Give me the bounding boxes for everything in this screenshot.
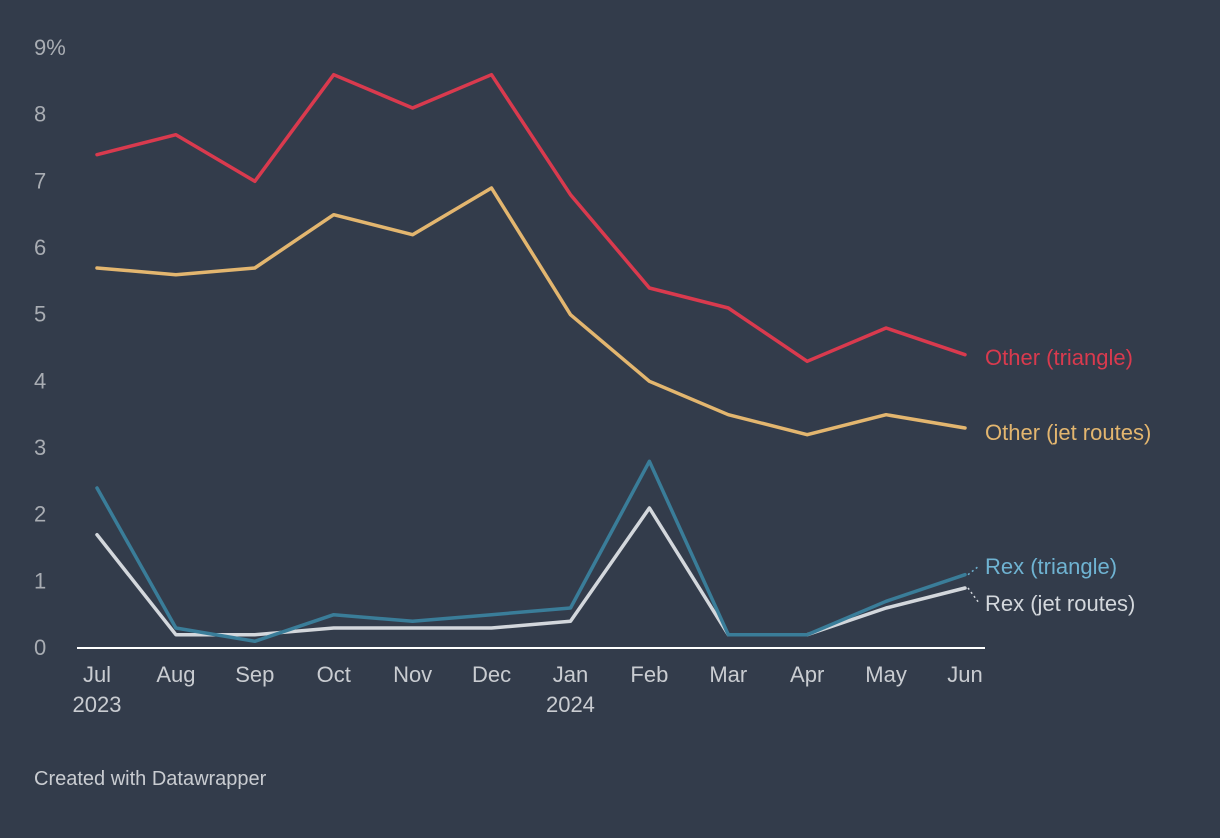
x-tick-label: Sep — [235, 662, 274, 687]
x-tick-label: Oct — [317, 662, 351, 687]
series-labels: Other (triangle) Other (jet routes) Rex (t… — [967, 345, 1151, 616]
y-tick-label: 5 — [34, 302, 46, 327]
series-lines — [95, 72, 967, 644]
y-tick-label: 1 — [34, 568, 46, 593]
series-label-leader — [967, 565, 980, 576]
x-tick-label: Jan — [553, 662, 588, 687]
y-tick-label: 0 — [34, 635, 46, 660]
y-tick-label: 3 — [34, 435, 46, 460]
x-tick-label: Feb — [630, 662, 668, 687]
series-line-rex-jet-routes — [95, 506, 967, 637]
x-tick-year-label: 2024 — [546, 692, 595, 717]
y-axis: 0 1 2 3 4 5 6 7 8 9% — [34, 35, 66, 660]
y-tick-label: 2 — [34, 502, 46, 527]
series-line-other-jet-routes — [95, 186, 967, 437]
x-tick-label: May — [865, 662, 907, 687]
x-tick-label: Aug — [156, 662, 195, 687]
series-line-rex-triangle — [95, 459, 967, 644]
series-label: Other (triangle) — [985, 345, 1133, 370]
series-label: Rex (triangle) — [985, 554, 1117, 579]
x-axis: Jul 2023 Aug Sep Oct Nov Dec Jan 2024 Feb Mar Apr Ma… — [73, 647, 985, 717]
y-tick-label: 4 — [34, 368, 46, 393]
series-label: Rex (jet routes) — [985, 591, 1135, 616]
x-tick-label: Jul — [83, 662, 111, 687]
x-tick-label: Dec — [472, 662, 511, 687]
y-tick-label: 6 — [34, 235, 46, 260]
y-tick-label: 7 — [34, 168, 46, 193]
datawrapper-credit: Created with Datawrapper — [34, 768, 267, 790]
x-tick-label: Jun — [947, 662, 982, 687]
x-tick-label: Nov — [393, 662, 432, 687]
series-label: Other (jet routes) — [985, 420, 1151, 445]
series-label-leader — [967, 587, 980, 604]
series-line-other-triangle — [95, 72, 967, 364]
y-tick-label: 8 — [34, 102, 46, 127]
y-tick-label: 9% — [34, 35, 66, 60]
x-tick-label: Mar — [709, 662, 747, 687]
x-tick-year-label: 2023 — [73, 692, 122, 717]
x-tick-label: Apr — [790, 662, 824, 687]
